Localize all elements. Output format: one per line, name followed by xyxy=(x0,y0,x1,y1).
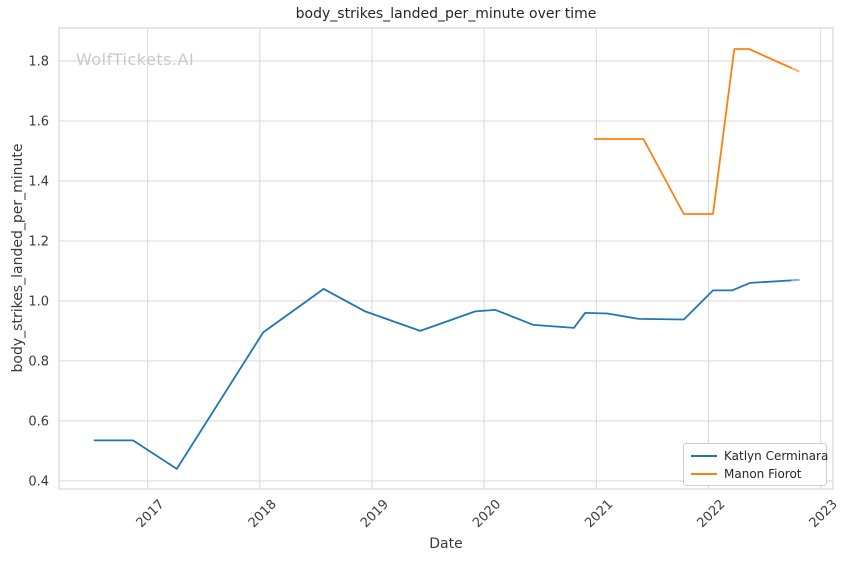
y-tick-label: 0.6 xyxy=(28,414,49,429)
y-axis-label: body_strikes_landed_per_minute xyxy=(10,143,26,373)
y-tick-label: 1.6 xyxy=(28,114,49,129)
series-line-katlyn-cerminara xyxy=(93,279,800,470)
legend-entry-manon-fiorot: Manon Fiorot xyxy=(691,466,819,481)
x-tick-label: 2022 xyxy=(694,497,728,531)
legend-label: Katlyn Cerminara xyxy=(724,448,829,463)
x-tick-label: 2019 xyxy=(358,497,392,531)
legend-label: Manon Fiorot xyxy=(724,466,802,481)
x-tick-label: 2017 xyxy=(134,497,168,531)
series-line-manon-fiorot xyxy=(594,48,800,215)
x-axis-label: Date xyxy=(429,536,463,552)
x-tick-label: 2023 xyxy=(807,497,841,531)
x-tick-label: 2021 xyxy=(582,497,616,531)
legend-line-swatch xyxy=(691,454,717,457)
y-tick-label: 0.4 xyxy=(28,474,49,489)
x-tick-label: 2020 xyxy=(470,497,504,531)
legend-line-swatch xyxy=(691,472,717,475)
y-tick-label: 1.2 xyxy=(28,234,49,249)
y-tick-label: 1.8 xyxy=(28,54,49,69)
x-tick-label: 2018 xyxy=(246,497,280,531)
series-end-tip-manon-fiorot xyxy=(791,67,800,73)
y-tick-label: 1.4 xyxy=(28,174,49,189)
y-tick-label: 0.8 xyxy=(28,354,49,369)
gridlines xyxy=(59,28,833,489)
watermark: WolfTickets.AI xyxy=(76,50,195,69)
chart-title: body_strikes_landed_per_minute over time xyxy=(295,6,597,22)
legend: Katlyn Cerminara Manon Fiorot xyxy=(683,443,828,486)
legend-entry-katlyn-cerminara: Katlyn Cerminara xyxy=(691,448,828,463)
y-tick-label: 1.0 xyxy=(28,294,49,309)
plot-border xyxy=(58,27,834,490)
